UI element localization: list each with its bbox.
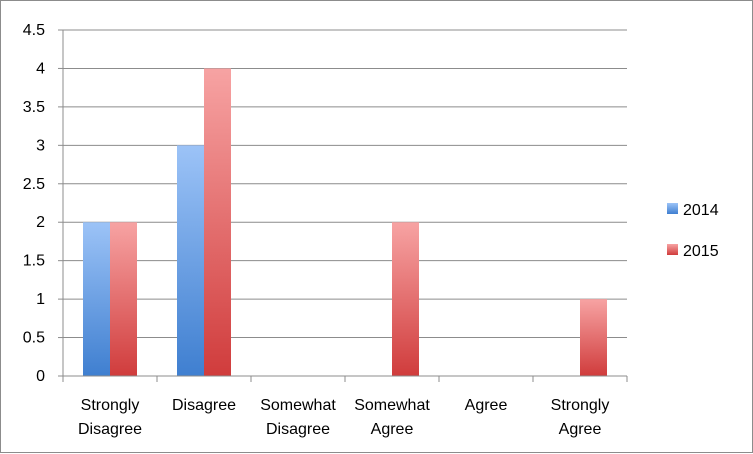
x-category-label: Disagree	[266, 421, 330, 438]
y-tick-label: 4.5	[23, 22, 45, 39]
bar-2014-1	[177, 145, 204, 376]
bars	[83, 68, 607, 376]
y-tick-label: 4	[36, 60, 45, 77]
x-category-label: Disagree	[78, 421, 142, 438]
bar-2015-1	[204, 68, 231, 376]
legend: 2014 2015	[667, 202, 719, 260]
legend-swatch	[667, 203, 678, 214]
y-tick-label: 3.5	[23, 99, 45, 116]
bar-2014-0	[83, 222, 110, 376]
y-tick-label: 2.5	[23, 176, 45, 193]
legend-swatch	[667, 244, 678, 255]
y-tick-label: 0	[36, 368, 45, 385]
x-category-label: Agree	[371, 421, 414, 438]
x-category-label: Somewhat	[354, 397, 430, 414]
y-tick-label: 2	[36, 214, 45, 231]
y-tick-label: 0.5	[23, 330, 45, 347]
legend-label: 2014	[683, 202, 719, 219]
y-tick-label: 1	[36, 291, 45, 308]
axes	[62, 30, 628, 382]
x-category-label: Agree	[559, 421, 602, 438]
x-category-label: Strongly	[551, 397, 610, 414]
x-category-label: Somewhat	[260, 397, 336, 414]
y-tick-label: 3	[36, 137, 45, 154]
y-tick-label: 1.5	[23, 253, 45, 270]
bar-2015-3	[392, 222, 419, 376]
legend-label: 2015	[683, 243, 719, 260]
gridlines	[58, 29, 627, 377]
x-category-label: Agree	[465, 397, 508, 414]
x-category-label: Disagree	[172, 397, 236, 414]
labels: 0 0.5 1 1.5 2 2.5 3 3.5 4 4.5 Strongly Disagree Disa…	[23, 22, 610, 438]
x-category-label: Strongly	[81, 397, 140, 414]
bar-2015-5	[580, 299, 607, 376]
bar-2015-0	[110, 222, 137, 376]
